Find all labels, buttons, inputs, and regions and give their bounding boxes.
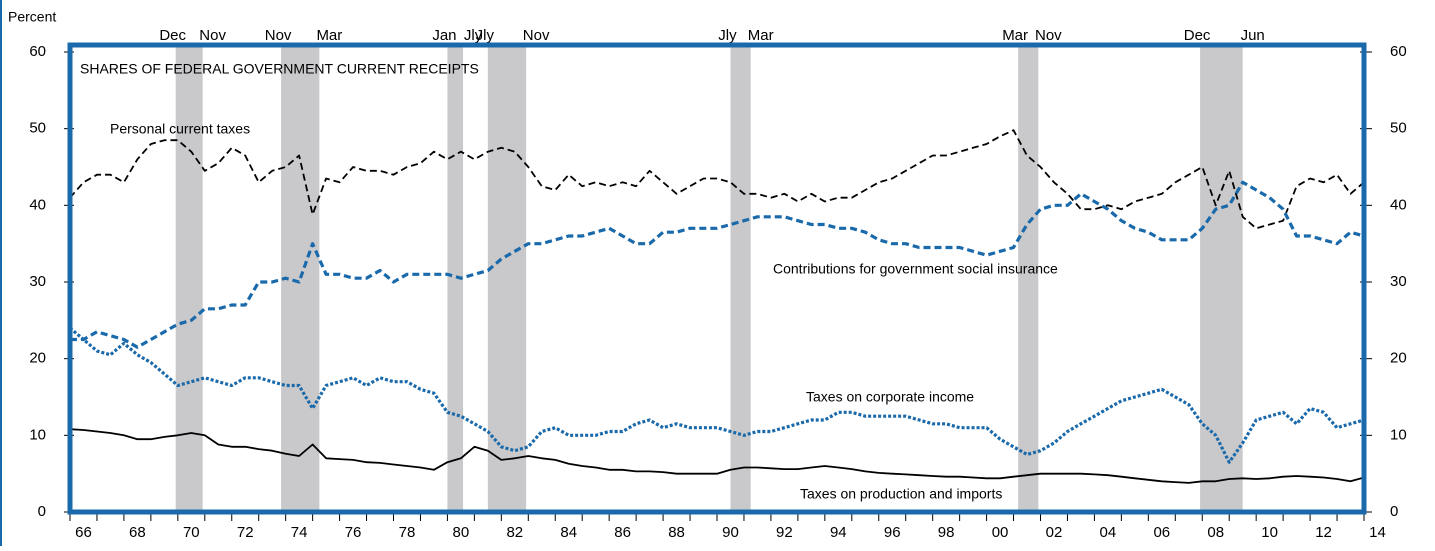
- y2-tick-label: 10: [1390, 426, 1407, 443]
- y-axis-label: Percent: [8, 9, 56, 25]
- y-tick-label: 60: [29, 43, 46, 60]
- series-label: Taxes on corporate income: [806, 389, 974, 405]
- x-tick-label: 02: [1046, 524, 1063, 541]
- plot-frame: [67, 42, 1367, 515]
- x-tick-label: 08: [1207, 524, 1224, 541]
- recession-end-label: Mar: [316, 27, 342, 44]
- series-label: Contributions for government social insu…: [773, 261, 1058, 277]
- x-tick-label: 90: [722, 524, 739, 541]
- x-tick-label: 76: [345, 524, 362, 541]
- recession-end-label: Mar: [748, 27, 774, 44]
- y2-tick-label: 60: [1390, 43, 1407, 60]
- y2-tick-label: 30: [1390, 273, 1407, 290]
- x-tick-label: 74: [291, 524, 308, 541]
- recession-shade: [1018, 45, 1039, 512]
- recession-start-label: Jly: [476, 27, 495, 44]
- y-tick-label: 10: [29, 426, 46, 443]
- y-tick-label: 50: [29, 120, 46, 137]
- recession-start-label: Jan: [432, 27, 456, 44]
- recession-end-label: Nov: [1035, 27, 1062, 44]
- x-tick-label: 66: [75, 524, 92, 541]
- recession-start-label: Dec: [159, 27, 186, 44]
- x-tick-label: 92: [776, 524, 793, 541]
- recession-start-label: Dec: [1184, 27, 1211, 44]
- y2-tick-label: 40: [1390, 196, 1407, 213]
- y-tick-label: 40: [29, 196, 46, 213]
- recession-end-label: Jly: [464, 27, 483, 44]
- x-tick-label: 04: [1100, 524, 1117, 541]
- recession-end-label: Nov: [523, 27, 550, 44]
- x-tick-label: 78: [399, 524, 416, 541]
- x-tick-label: 84: [560, 524, 577, 541]
- x-tick-label: 96: [884, 524, 901, 541]
- recession-start-label: Mar: [1002, 27, 1028, 44]
- recession-shade: [175, 45, 203, 512]
- recession-shade: [730, 45, 751, 512]
- x-tick-label: 14: [1369, 524, 1386, 541]
- x-tick-label: 06: [1153, 524, 1170, 541]
- x-tick-label: 98: [938, 524, 955, 541]
- recession-start-label: Nov: [265, 27, 292, 44]
- x-tick-label: 80: [453, 524, 470, 541]
- y2-tick-label: 0: [1390, 503, 1398, 520]
- recession-end-label: Nov: [199, 27, 226, 44]
- series-label: Personal current taxes: [110, 121, 250, 137]
- y2-tick-label: 50: [1390, 120, 1407, 137]
- chart-title: SHARES OF FEDERAL GOVERNMENT CURRENT REC…: [80, 61, 479, 77]
- x-tick-label: 68: [129, 524, 146, 541]
- y-tick-label: 30: [29, 273, 46, 290]
- x-tick-label: 10: [1261, 524, 1278, 541]
- x-tick-label: 86: [614, 524, 631, 541]
- recession-shade: [487, 45, 527, 512]
- series-label: Taxes on production and imports: [800, 486, 1002, 502]
- x-tick-label: 12: [1315, 524, 1332, 541]
- series-line: [70, 180, 1365, 349]
- x-tick-label: 82: [506, 524, 523, 541]
- y-tick-label: 20: [29, 350, 46, 367]
- x-tick-label: 70: [183, 524, 200, 541]
- x-tick-label: 00: [992, 524, 1009, 541]
- recession-start-label: Jly: [718, 27, 737, 44]
- x-tick-label: 72: [237, 524, 254, 541]
- recession-end-label: Jun: [1241, 27, 1265, 44]
- series-line: [68, 326, 1365, 464]
- series-line: [69, 129, 1365, 230]
- y-tick-label: 0: [38, 503, 46, 520]
- y2-tick-label: 20: [1390, 350, 1407, 367]
- series-line: [69, 428, 1365, 484]
- x-tick-label: 88: [668, 524, 685, 541]
- x-tick-label: 94: [830, 524, 847, 541]
- recession-shade: [1200, 45, 1243, 512]
- recession-shade: [447, 45, 464, 512]
